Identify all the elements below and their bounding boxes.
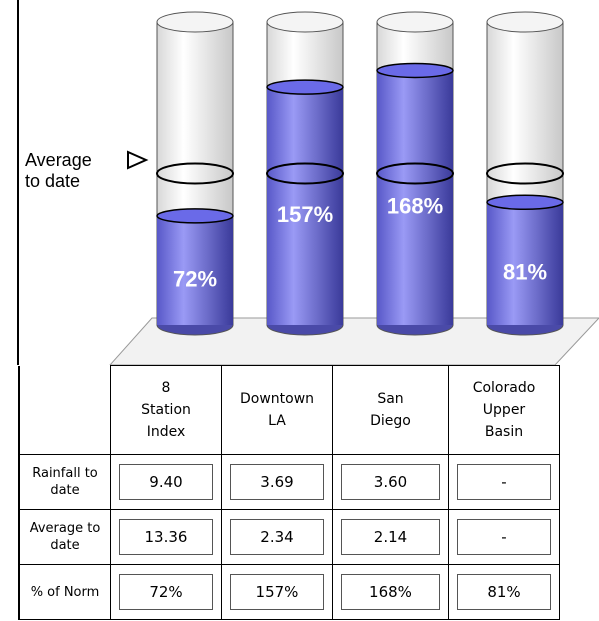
cell: -	[448, 509, 560, 565]
cell: 157%	[221, 564, 333, 620]
bar	[377, 70, 453, 325]
cell: 3.69	[221, 454, 333, 510]
cylinder-top	[266, 11, 344, 33]
cell-value: 2.34	[230, 519, 324, 555]
cell: 2.14	[332, 509, 449, 565]
bar-top	[156, 208, 234, 224]
bar-top	[486, 194, 564, 211]
cell-value: 157%	[230, 574, 324, 610]
bar-top	[376, 62, 454, 79]
cell-value: 3.69	[230, 464, 324, 500]
header-cell: 8 Station Index	[110, 365, 222, 455]
header-cell: Colorado Upper Basin	[448, 365, 560, 455]
average-marker	[127, 150, 149, 170]
cell-value: 9.40	[119, 464, 213, 500]
value-label: 157%	[277, 202, 333, 227]
average-ring	[376, 162, 454, 185]
cylinder-top	[376, 11, 454, 33]
average-ring	[486, 162, 564, 185]
cell-value: 168%	[341, 574, 440, 610]
cell-value: 13.36	[119, 519, 213, 555]
table-row: Average to date 13.36 2.34 2.14-	[18, 509, 560, 565]
value-label: 81%	[503, 259, 547, 284]
cell-value: -	[457, 464, 551, 500]
floor	[109, 317, 599, 365]
category-label: San Diego	[370, 391, 411, 429]
header-cell: Downtown LA	[221, 365, 333, 455]
cylinder-top	[486, 11, 564, 33]
row-label: % of Norm	[18, 564, 111, 620]
bar	[487, 202, 563, 325]
cell-value: 81%	[457, 574, 551, 610]
table-row: % of Norm 72% 157% 168% 81%	[18, 564, 560, 620]
data-table: 8 Station Index Downtown LA San Diego Color…	[18, 365, 560, 620]
cell: 13.36	[110, 509, 222, 565]
row-label: Rainfall to date	[18, 454, 111, 510]
cell: 81%	[448, 564, 560, 620]
cell: 9.40	[110, 454, 222, 510]
category-label: Colorado Upper Basin	[472, 380, 536, 440]
table-row: Rainfall to date 9.40 3.69 3.60-	[18, 454, 560, 510]
cell-value: -	[457, 519, 551, 555]
category-label: 8 Station Index	[141, 380, 191, 440]
cell: 72%	[110, 564, 222, 620]
cell: -	[448, 454, 560, 510]
average-ring	[266, 162, 344, 185]
cylinder-top	[156, 11, 234, 33]
average-ring	[156, 162, 234, 185]
cell-value: 72%	[119, 574, 213, 610]
value-label: 72%	[173, 266, 217, 291]
header-cell: San Diego	[332, 365, 449, 455]
bar	[157, 215, 233, 325]
cell: 168%	[332, 564, 449, 620]
cell: 3.60	[332, 454, 449, 510]
cell-value: 3.60	[341, 464, 440, 500]
reference-label: Average to date	[25, 150, 92, 191]
category-label: Downtown LA	[239, 391, 315, 429]
cell-value: 2.14	[341, 519, 440, 555]
bar	[267, 87, 343, 326]
chart: 72% 157% 168% 81%	[17, 0, 599, 365]
value-label: 168%	[387, 194, 443, 219]
row-label: Average to date	[18, 509, 111, 565]
corner-cell	[18, 365, 111, 455]
bar-top	[266, 79, 344, 95]
cell: 2.34	[221, 509, 333, 565]
